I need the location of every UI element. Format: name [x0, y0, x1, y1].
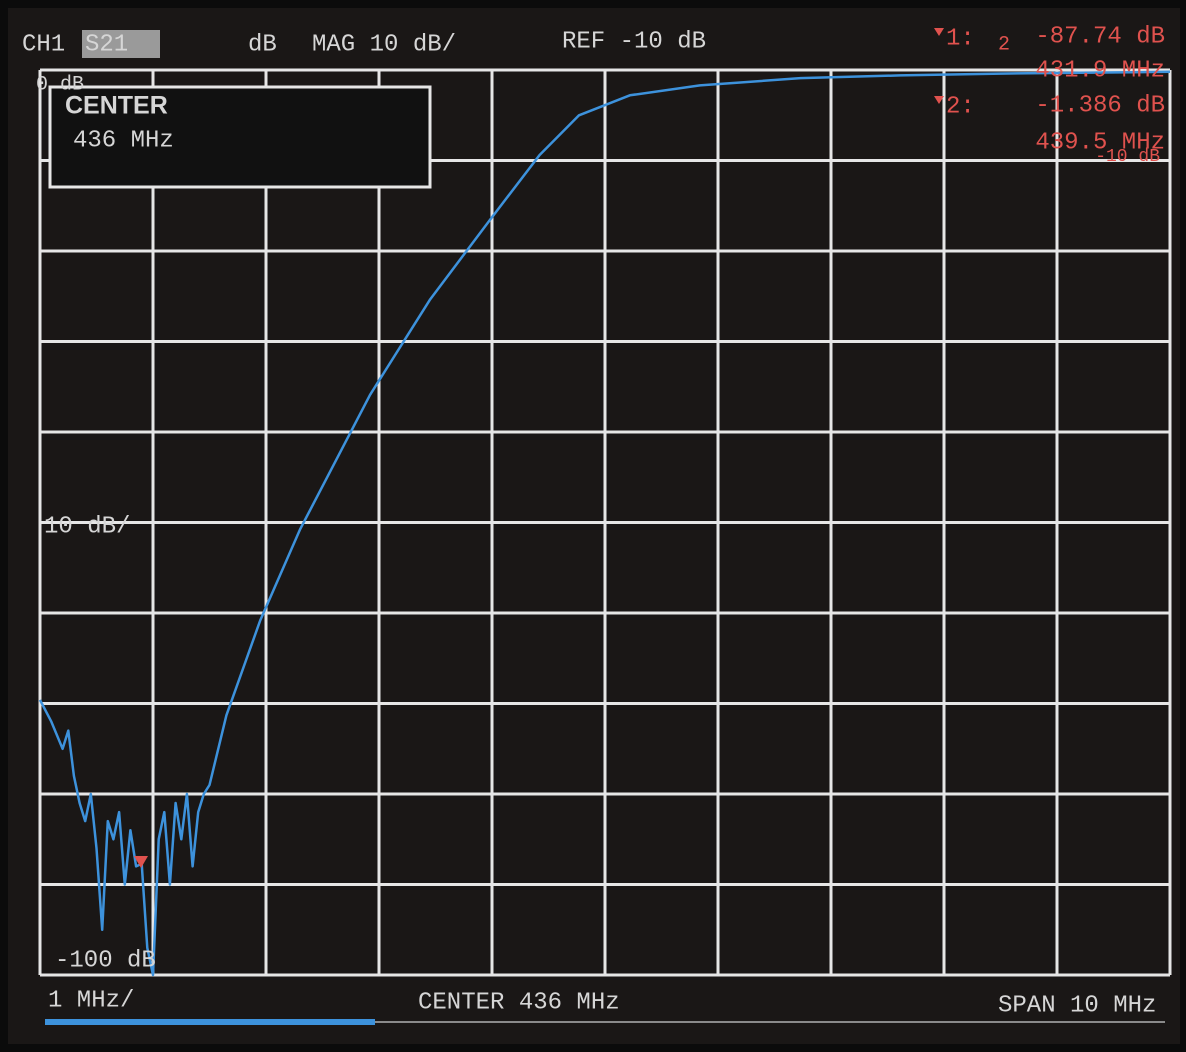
scroll-bar: [45, 1019, 375, 1025]
marker-frequency: 431.9 MHz: [1035, 57, 1165, 84]
trace-layer: [38, 70, 1171, 977]
center-title: CENTER: [65, 92, 168, 120]
reference: REF -10 dB: [562, 28, 706, 55]
footer-center: CENTER 436 MHz: [418, 989, 620, 1016]
marker-icon: [934, 28, 944, 36]
marker-level: -87.74 dB: [1035, 23, 1165, 50]
scale-middle: 10 dB/: [44, 513, 130, 540]
span: SPAN 10 MHz: [998, 992, 1156, 1019]
scale-top: 0 dB: [36, 73, 84, 96]
marker-icon: [934, 96, 944, 104]
channel: CH1: [22, 31, 65, 58]
center-value: 436 MHz: [73, 127, 174, 154]
parameter-highlight: [82, 30, 160, 58]
marker-level: -1.386 dB: [1035, 92, 1165, 119]
format: MAG 10 dB/: [312, 31, 456, 58]
per-division: 1 MHz/: [48, 987, 134, 1014]
parameter: S21: [85, 31, 128, 58]
marker-extra: -10 dB: [1095, 147, 1160, 167]
marker-small-label: 2: [998, 33, 1010, 56]
marker-label: 1:: [946, 25, 975, 52]
trace-line: [38, 70, 1171, 977]
marker-frequency: 439.5 MHz: [1035, 129, 1165, 156]
grid: [38, 68, 1172, 977]
center-box: [48, 85, 432, 189]
marker-label: 2:: [946, 93, 975, 120]
unit: dB: [248, 31, 277, 58]
scale-bottom: -100 dB: [55, 947, 156, 974]
marker-arrow: [134, 856, 148, 868]
